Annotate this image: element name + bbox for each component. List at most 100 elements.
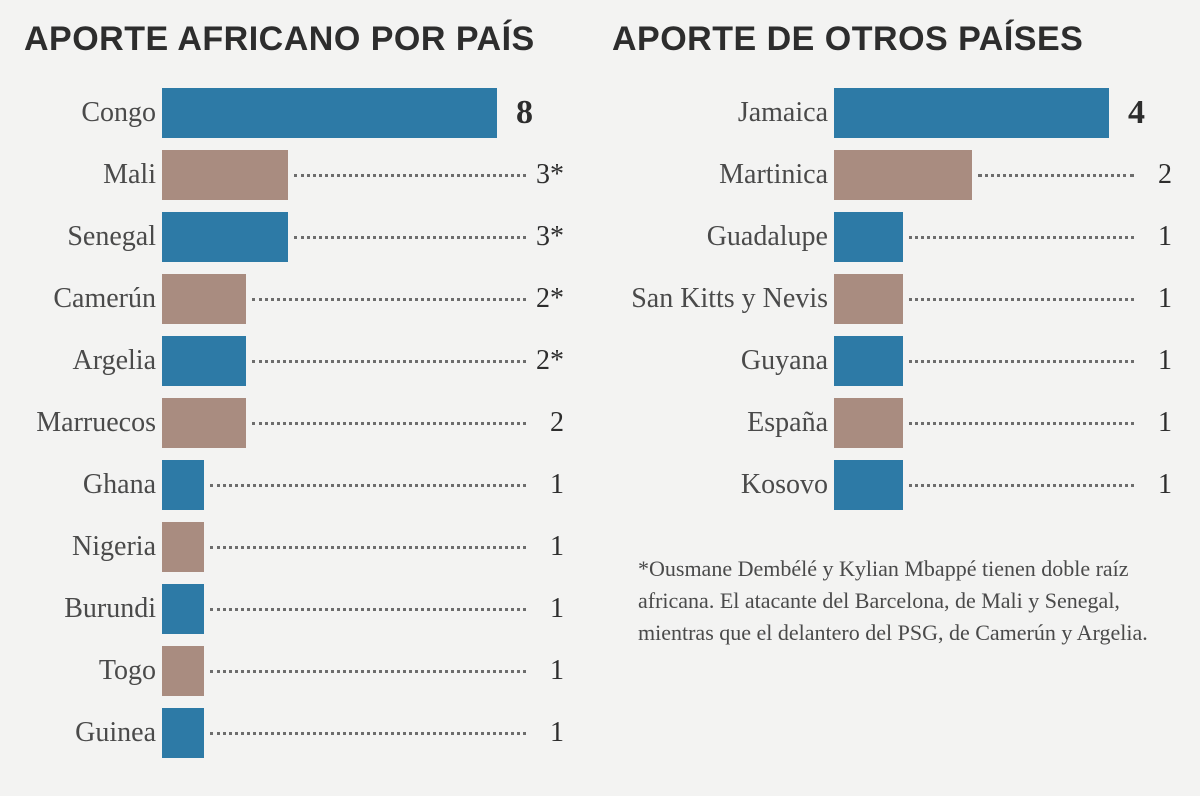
left-row-label: Argelia	[24, 345, 162, 377]
left-row: Marruecos 2	[24, 393, 564, 453]
left-row: Burundi 1	[24, 579, 564, 639]
left-row-value: 2*	[528, 345, 564, 377]
left-row-label: Camerún	[24, 283, 162, 315]
right-row-label: Jamaica	[612, 97, 834, 129]
right-row-value: 1	[1136, 407, 1172, 439]
left-row-bar	[162, 336, 246, 386]
left-row-value: 1	[528, 531, 564, 563]
leader-dots	[909, 422, 1134, 425]
left-row-label: Togo	[24, 655, 162, 687]
left-row-track: 1	[162, 646, 564, 696]
left-row-track: 1	[162, 584, 564, 634]
left-row-bar	[162, 150, 288, 200]
left-row-value: 3*	[528, 221, 564, 253]
left-row-track: 2	[162, 398, 564, 448]
right-row-track: 1	[834, 336, 1172, 386]
right-row-value: 4	[1109, 94, 1145, 132]
left-row-track: 3*	[162, 150, 564, 200]
left-row-track: 3*	[162, 212, 564, 262]
right-row: Jamaica 4	[612, 83, 1172, 143]
left-row-label: Senegal	[24, 221, 162, 253]
other-chart: APORTE DE OTROS PAÍSES Jamaica4Martinica…	[612, 20, 1172, 763]
right-row-value: 1	[1136, 345, 1172, 377]
right-row-bar	[834, 212, 903, 262]
right-row-track: 1	[834, 398, 1172, 448]
left-row-bar	[162, 274, 246, 324]
right-row-label: Guadalupe	[612, 221, 834, 253]
left-row-bar	[162, 88, 497, 138]
right-row-bar	[834, 88, 1109, 138]
right-row-bar	[834, 336, 903, 386]
left-row-label: Marruecos	[24, 407, 162, 439]
african-chart-rows: Congo8Mali3*Senegal3*Camerún2*Argelia2*M…	[24, 83, 564, 763]
right-row-label: Guyana	[612, 345, 834, 377]
left-row-value: 1	[528, 469, 564, 501]
left-row-label: Congo	[24, 97, 162, 129]
right-row: San Kitts y Nevis1	[612, 269, 1172, 329]
right-row: España 1	[612, 393, 1172, 453]
left-row-value: 3*	[528, 159, 564, 191]
left-row-track: 1	[162, 522, 564, 572]
left-row-bar	[162, 522, 204, 572]
right-row: Kosovo 1	[612, 455, 1172, 515]
leader-dots	[210, 732, 526, 735]
leader-dots	[909, 298, 1134, 301]
right-row-bar	[834, 398, 903, 448]
left-row-value: 2	[528, 407, 564, 439]
left-row-label: Ghana	[24, 469, 162, 501]
leader-dots	[252, 298, 526, 301]
leader-dots	[909, 360, 1134, 363]
african-chart-title: APORTE AFRICANO POR PAÍS	[24, 20, 564, 59]
left-row: Senegal 3*	[24, 207, 564, 267]
left-row-value: 1	[528, 593, 564, 625]
left-row-label: Guinea	[24, 717, 162, 749]
left-row: Togo 1	[24, 641, 564, 701]
left-row-bar	[162, 646, 204, 696]
right-row: Martinica2	[612, 145, 1172, 205]
left-row: Argelia 2*	[24, 331, 564, 391]
left-row-label: Nigeria	[24, 531, 162, 563]
right-row: Guadalupe 1	[612, 207, 1172, 267]
left-row-track: 1	[162, 460, 564, 510]
african-chart: APORTE AFRICANO POR PAÍS Congo8Mali3*Sen…	[24, 20, 564, 763]
left-row: Mali 3*	[24, 145, 564, 205]
left-row: Congo 8	[24, 83, 564, 143]
left-row-track: 2*	[162, 274, 564, 324]
right-row-label: Kosovo	[612, 469, 834, 501]
left-row-bar	[162, 584, 204, 634]
right-row-track: 1	[834, 460, 1172, 510]
left-row-bar	[162, 708, 204, 758]
leader-dots	[210, 546, 526, 549]
leader-dots	[210, 608, 526, 611]
left-row-bar	[162, 212, 288, 262]
right-row-value: 1	[1136, 221, 1172, 253]
left-row-label: Mali	[24, 159, 162, 191]
left-row: Camerún2*	[24, 269, 564, 329]
leader-dots	[294, 174, 526, 177]
leader-dots	[294, 236, 526, 239]
right-row-track: 2	[834, 150, 1172, 200]
right-row-track: 1	[834, 212, 1172, 262]
leader-dots	[909, 484, 1134, 487]
left-row-track: 1	[162, 708, 564, 758]
left-row-value: 1	[528, 717, 564, 749]
right-row-label: San Kitts y Nevis	[612, 283, 834, 315]
right-row-value: 1	[1136, 469, 1172, 501]
left-row-label: Burundi	[24, 593, 162, 625]
right-row-label: España	[612, 407, 834, 439]
left-row-value: 1	[528, 655, 564, 687]
leader-dots	[210, 670, 526, 673]
left-row-bar	[162, 460, 204, 510]
right-row-track: 1	[834, 274, 1172, 324]
right-row-bar	[834, 274, 903, 324]
left-row-track: 2*	[162, 336, 564, 386]
right-row: Guyana 1	[612, 331, 1172, 391]
left-row-track: 8	[162, 88, 564, 138]
leader-dots	[210, 484, 526, 487]
left-row-value: 8	[497, 94, 533, 132]
right-row-track: 4	[834, 88, 1172, 138]
left-row: Guinea 1	[24, 703, 564, 763]
footnote: *Ousmane Dembélé y Kylian Mbappé tienen …	[612, 553, 1172, 649]
leader-dots	[978, 174, 1134, 177]
left-row: Nigeria 1	[24, 517, 564, 577]
